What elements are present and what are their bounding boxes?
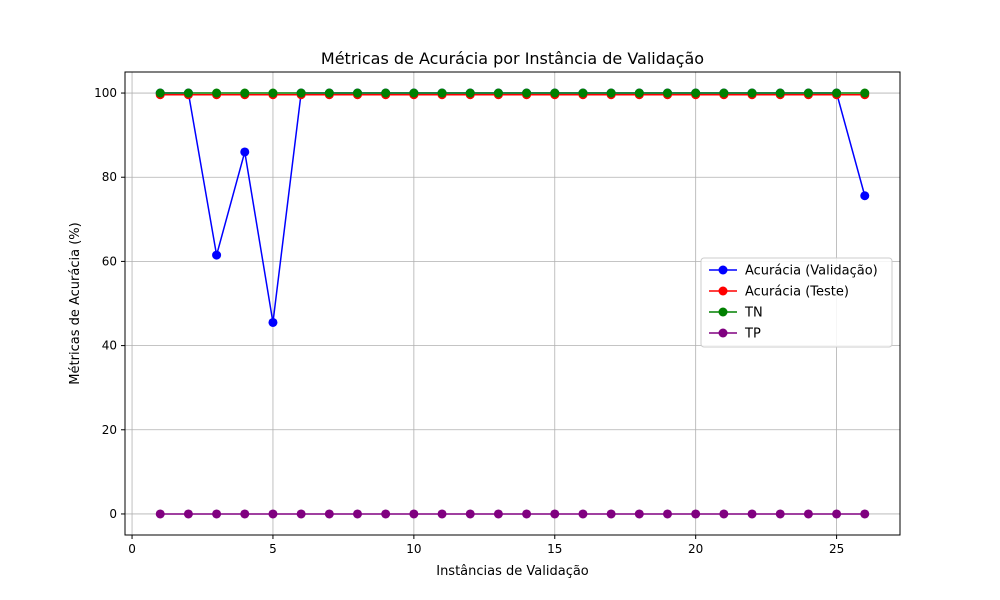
data-point xyxy=(493,509,503,519)
data-point xyxy=(578,509,588,519)
x-tick-label: 25 xyxy=(829,542,844,556)
data-point xyxy=(832,88,842,98)
data-point xyxy=(522,509,532,519)
data-point xyxy=(268,88,278,98)
data-point xyxy=(155,88,165,98)
data-point xyxy=(437,509,447,519)
data-point xyxy=(719,509,729,519)
data-point xyxy=(691,509,701,519)
chart-title: Métricas de Acurácia por Instância de Va… xyxy=(321,49,704,68)
ticks: 0 5 10 15 20 25 0 20 40 60 80 100 xyxy=(94,86,844,556)
data-point xyxy=(663,509,672,519)
data-point xyxy=(803,88,813,98)
legend-marker xyxy=(718,286,728,296)
legend: Acurácia (Validação) Acurácia (Teste) TN TP xyxy=(700,257,893,348)
legend-item: Acurácia (Validação) xyxy=(709,264,878,279)
data-point xyxy=(691,88,701,98)
data-point xyxy=(719,88,729,98)
y-tick-label: 40 xyxy=(102,339,117,353)
legend-item: TP xyxy=(709,327,761,342)
data-point xyxy=(212,88,222,98)
data-point xyxy=(381,509,391,519)
series-3 xyxy=(155,509,870,519)
y-axis-label: Métricas de Acurácia (%) xyxy=(68,222,83,384)
legend-marker xyxy=(718,307,728,317)
legend-label: Acurácia (Teste) xyxy=(745,285,849,300)
data-point xyxy=(183,88,193,98)
data-point xyxy=(522,88,532,98)
legend-label: TP xyxy=(744,327,761,342)
data-point xyxy=(240,147,250,157)
series-2 xyxy=(155,88,870,98)
data-point xyxy=(409,88,419,98)
legend-label: Acurácia (Validação) xyxy=(745,264,878,279)
y-tick-label: 60 xyxy=(102,254,117,268)
data-point xyxy=(634,88,644,98)
plot-frame xyxy=(124,71,901,536)
data-point xyxy=(860,191,870,201)
data-point xyxy=(747,88,757,98)
legend-item: Acurácia (Teste) xyxy=(709,285,849,300)
y-tick-label: 80 xyxy=(102,170,117,184)
data-point xyxy=(155,509,165,519)
data-point xyxy=(465,509,475,519)
data-point xyxy=(775,88,785,98)
data-point xyxy=(803,509,813,519)
data-point xyxy=(634,509,644,519)
y-tick-label: 20 xyxy=(102,423,117,437)
data-point xyxy=(747,509,757,519)
legend-marker xyxy=(718,265,728,275)
series-group xyxy=(155,88,870,519)
data-point xyxy=(663,88,672,98)
data-point xyxy=(268,509,278,519)
legend-box xyxy=(700,257,893,348)
data-point xyxy=(353,88,362,98)
data-point xyxy=(324,88,334,98)
x-tick-label: 5 xyxy=(269,542,277,556)
data-point xyxy=(860,509,870,519)
y-tick-label: 100 xyxy=(94,86,117,100)
data-point xyxy=(268,317,278,327)
data-point xyxy=(212,250,222,260)
data-point xyxy=(296,509,306,519)
data-point xyxy=(212,509,222,519)
x-tick-label: 15 xyxy=(547,542,562,556)
data-point xyxy=(437,88,447,98)
data-point xyxy=(465,88,475,98)
data-point xyxy=(860,88,870,98)
data-point xyxy=(832,509,842,519)
data-point xyxy=(240,509,250,519)
data-point xyxy=(353,509,362,519)
data-point xyxy=(578,88,588,98)
data-point xyxy=(324,509,334,519)
y-tick-label: 0 xyxy=(109,507,117,521)
data-point xyxy=(296,88,306,98)
legend-marker xyxy=(718,328,728,338)
data-point xyxy=(606,88,616,98)
x-tick-label: 10 xyxy=(406,542,421,556)
legend-item: TN xyxy=(709,306,763,321)
x-tick-label: 0 xyxy=(128,542,136,556)
x-tick-label: 20 xyxy=(688,542,703,556)
data-point xyxy=(409,509,419,519)
data-point xyxy=(240,88,250,98)
data-point xyxy=(493,88,503,98)
data-point xyxy=(550,88,560,98)
data-point xyxy=(550,509,560,519)
data-point xyxy=(775,509,785,519)
data-point xyxy=(606,509,616,519)
data-point xyxy=(381,88,391,98)
x-axis-label: Instâncias de Validação xyxy=(436,564,589,579)
data-point xyxy=(183,509,193,519)
legend-label: TN xyxy=(744,306,763,321)
